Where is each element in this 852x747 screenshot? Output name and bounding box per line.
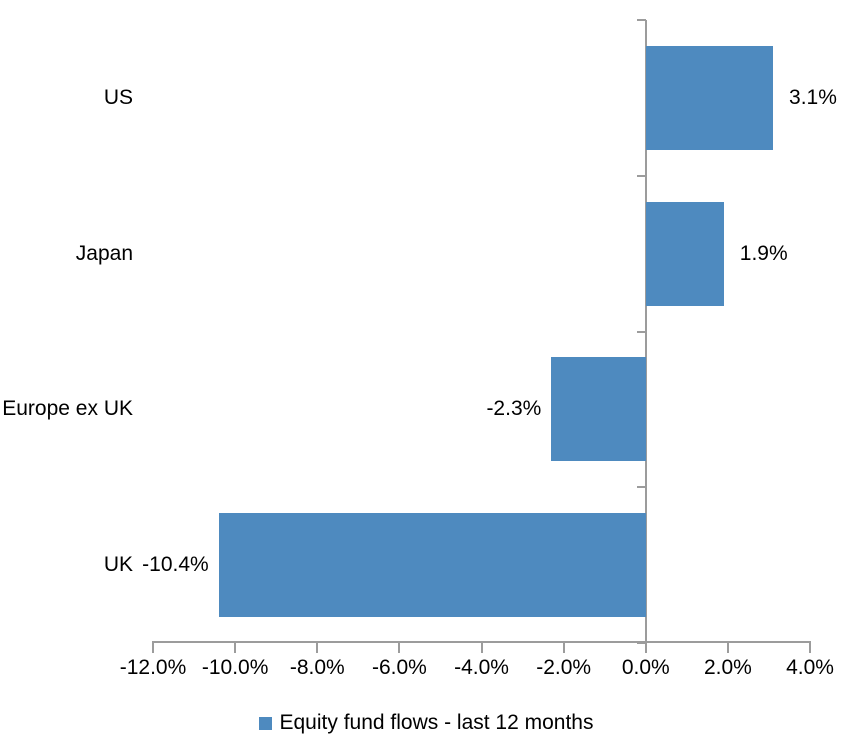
y-axis-tick (636, 174, 646, 177)
x-axis-tick-label: -6.0% (371, 656, 427, 679)
x-axis-tick-label: 4.0% (786, 656, 834, 679)
x-axis-tick-label: 2.0% (703, 656, 752, 679)
legend-label: Equity fund flows - last 12 months (279, 711, 594, 734)
x-axis-tick (152, 641, 154, 653)
bar (645, 201, 724, 306)
bar-value-label: -2.3% (486, 397, 542, 421)
category-label: UK (103, 553, 133, 577)
legend-swatch (258, 717, 272, 730)
x-axis-tick-label: -4.0% (454, 656, 509, 679)
bar (551, 357, 646, 462)
bar-value-label: 3.1% (789, 85, 837, 109)
x-axis-tick (234, 641, 237, 653)
bar-value-label: -10.4% (142, 553, 209, 577)
x-axis-tick (398, 641, 401, 653)
y-axis-tick (636, 330, 646, 333)
x-axis-tick (562, 641, 565, 653)
x-axis-tick (644, 641, 647, 653)
y-axis-tick (636, 642, 646, 644)
x-axis-tick (480, 641, 483, 653)
x-axis-tick-label: -2.0% (536, 656, 592, 679)
category-label: Europe ex UK (2, 397, 133, 421)
y-axis-line (644, 20, 647, 653)
x-axis-tick (316, 641, 319, 653)
y-axis-tick (636, 19, 646, 21)
x-axis-tick-label: -12.0% (119, 656, 187, 679)
y-axis-tick (636, 486, 646, 489)
x-axis-tick-label: -8.0% (289, 656, 345, 679)
category-label: US (103, 85, 133, 109)
x-axis-tick-label: -10.0% (201, 656, 269, 679)
category-label: Japan (75, 241, 133, 265)
x-axis-tick (726, 641, 729, 653)
bar (218, 513, 646, 618)
bar-value-label: 1.9% (739, 241, 788, 265)
x-axis-tick (809, 641, 811, 653)
legend: Equity fund flows - last 12 months (0, 711, 852, 735)
x-axis-tick-label: 0.0% (621, 656, 670, 679)
bar (645, 45, 774, 150)
